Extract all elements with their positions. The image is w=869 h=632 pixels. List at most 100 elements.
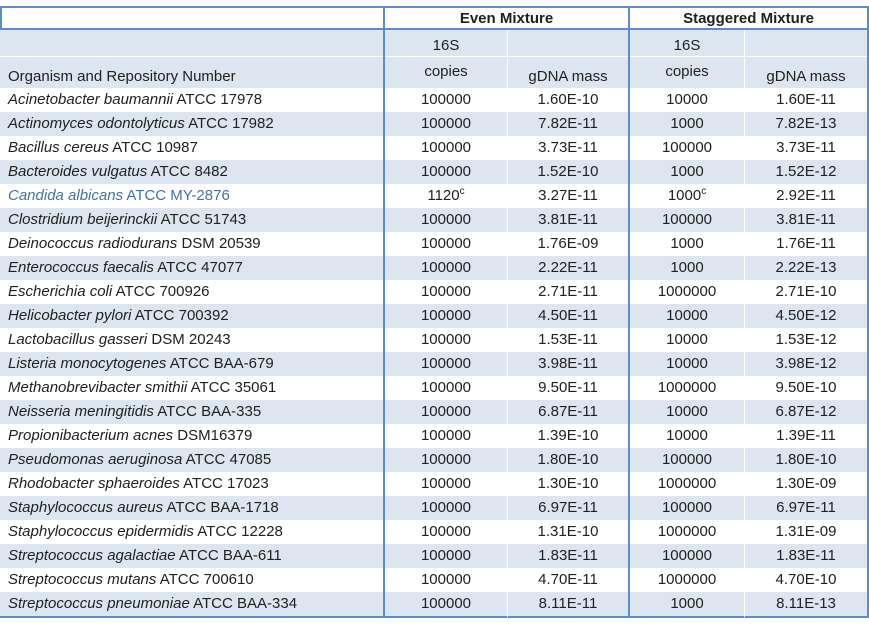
table-row: Propionibacterium acnes DSM16379 100000 1.… (0, 424, 869, 448)
staggered-mass-cell: 2.71E-10 (745, 280, 869, 304)
staggered-copies-cell: 1000000 (630, 280, 745, 304)
species-name: Helicobacter pylori (8, 307, 132, 324)
staggered-mass-cell: 1.31E-09 (745, 520, 869, 544)
species-name: Lactobacillus gasseri (8, 331, 148, 348)
repository-number: ATCC 17978 (176, 91, 263, 108)
corner-empty-cell (0, 6, 385, 30)
even-mass-cell: 4.70E-11 (508, 568, 630, 592)
even-mass-cell: 7.82E-11 (508, 112, 630, 136)
species-name: Staphylococcus aureus (8, 499, 164, 516)
table-row: Staphylococcus epidermidis ATCC 12228 100… (0, 520, 869, 544)
repository-number: ATCC BAA-679 (169, 355, 274, 372)
staggered-mass-cell: 8.11E-13 (745, 592, 869, 618)
staggered-mass-cell: 1.53E-12 (745, 328, 869, 352)
staggered-copies-cell: 100000 (630, 496, 745, 520)
table-row: Rhodobacter sphaeroides ATCC 17023 100000… (0, 472, 869, 496)
repository-number: ATCC 10987 (112, 139, 198, 156)
staggered-copies-cell: 1000 (630, 232, 745, 256)
repository-number: ATCC BAA-611 (178, 547, 282, 564)
staggered-copies-cell: 1000000 (630, 472, 745, 496)
staggered-copies-cell: 100000 (630, 544, 745, 568)
species-name: Staphylococcus epidermidis (8, 523, 194, 540)
even-copies-cell: 100000 (385, 544, 508, 568)
species-name: Neisseria meningitidis (8, 403, 154, 420)
even-copies-cell: 100000 (385, 112, 508, 136)
species-name: Enterococcus faecalis (8, 259, 154, 276)
repository-number: ATCC BAA-1718 (166, 499, 279, 516)
table-row: Bacteroides vulgatus ATCC 8482 100000 1.52… (0, 160, 869, 184)
staggered-mass-cell: 2.92E-11 (745, 184, 869, 208)
even-copies-cell: 1120c (385, 184, 508, 208)
organism-cell: Clostridium beijerinckii ATCC 51743 (0, 208, 385, 232)
header-line-copies: copies (665, 63, 709, 80)
staggered-copies-cell: 1000000 (630, 568, 745, 592)
organism-cell: Streptococcus pneumoniae ATCC BAA-334 (0, 592, 385, 618)
repository-number: ATCC 17982 (188, 115, 274, 132)
even-mass-cell: 1.31E-10 (508, 520, 630, 544)
repository-number: ATCC 700610 (159, 571, 254, 588)
staggered-16s-copies-header: 16S copies (630, 30, 745, 88)
species-name: Streptococcus agalactiae (8, 547, 176, 564)
staggered-mass-cell: 6.87E-12 (745, 400, 869, 424)
staggered-gdna-mass-header: gDNA mass (745, 30, 869, 88)
species-name: Candida albicans (8, 187, 124, 204)
organism-cell: Staphylococcus aureus ATCC BAA-1718 (0, 496, 385, 520)
table-row: Staphylococcus aureus ATCC BAA-1718 10000… (0, 496, 869, 520)
staggered-mass-cell: 1.52E-12 (745, 160, 869, 184)
organism-cell: Streptococcus agalactiae ATCC BAA-611 (0, 544, 385, 568)
table-row: Acinetobacter baumannii ATCC 17978 100000… (0, 88, 869, 112)
staggered-copies-cell: 10000 (630, 424, 745, 448)
organism-cell: Bacillus cereus ATCC 10987 (0, 136, 385, 160)
repository-number: ATCC BAA-334 (193, 595, 298, 612)
staggered-copies-cell: 1000000 (630, 376, 745, 400)
organism-cell: Methanobrevibacter smithii ATCC 35061 (0, 376, 385, 400)
organism-cell: Staphylococcus epidermidis ATCC 12228 (0, 520, 385, 544)
table-body: Acinetobacter baumannii ATCC 17978 100000… (0, 88, 869, 618)
even-mass-cell: 2.22E-11 (508, 256, 630, 280)
even-copies-cell: 100000 (385, 472, 508, 496)
repository-number: ATCC MY-2876 (126, 187, 230, 204)
repository-number: ATCC 35061 (190, 379, 277, 396)
species-name: Listeria monocytogenes (8, 355, 167, 372)
even-mass-cell: 8.11E-11 (508, 592, 630, 618)
staggered-copies-cell: 10000 (630, 304, 745, 328)
organism-cell: Candida albicans ATCC MY-2876 (0, 184, 385, 208)
organism-cell: Listeria monocytogenes ATCC BAA-679 (0, 352, 385, 376)
staggered-mass-cell: 9.50E-10 (745, 376, 869, 400)
even-copies-cell: 100000 (385, 232, 508, 256)
even-copies-cell: 100000 (385, 592, 508, 618)
species-name: Streptococcus pneumoniae (8, 595, 190, 612)
species-name: Clostridium beijerinckii (8, 211, 158, 228)
even-mass-cell: 1.53E-11 (508, 328, 630, 352)
repository-number: ATCC 700926 (115, 283, 210, 300)
even-mass-cell: 1.83E-11 (508, 544, 630, 568)
even-gdna-mass-header: gDNA mass (508, 30, 630, 88)
even-copies-cell: 100000 (385, 280, 508, 304)
staggered-copies-cell: 1000 (630, 112, 745, 136)
table-row: Actinomyces odontolyticus ATCC 17982 1000… (0, 112, 869, 136)
staggered-mass-cell: 4.50E-12 (745, 304, 869, 328)
repository-number: ATCC 51743 (160, 211, 247, 228)
even-mass-cell: 6.87E-11 (508, 400, 630, 424)
organism-cell: Pseudomonas aeruginosa ATCC 47085 (0, 448, 385, 472)
even-copies-cell: 100000 (385, 376, 508, 400)
species-name: Bacteroides vulgatus (8, 163, 148, 180)
even-mass-cell: 3.73E-11 (508, 136, 630, 160)
species-name: Actinomyces odontolyticus (8, 115, 185, 132)
even-mass-cell: 3.98E-11 (508, 352, 630, 376)
species-name: Propionibacterium acnes (8, 427, 174, 444)
even-copies-cell: 100000 (385, 208, 508, 232)
species-name: Streptococcus mutans (8, 571, 157, 588)
even-copies-cell: 100000 (385, 496, 508, 520)
table-row: Streptococcus agalactiae ATCC BAA-611 100… (0, 544, 869, 568)
even-mass-cell: 3.27E-11 (508, 184, 630, 208)
organism-cell: Actinomyces odontolyticus ATCC 17982 (0, 112, 385, 136)
staggered-copies-cell: 100000 (630, 208, 745, 232)
staggered-mass-cell: 1.83E-11 (745, 544, 869, 568)
organism-cell: Streptococcus mutans ATCC 700610 (0, 568, 385, 592)
staggered-mass-cell: 1.76E-11 (745, 232, 869, 256)
even-copies-cell: 100000 (385, 88, 508, 112)
even-mass-cell: 1.76E-09 (508, 232, 630, 256)
even-copies-cell: 100000 (385, 424, 508, 448)
staggered-copies-cell: 10000 (630, 352, 745, 376)
